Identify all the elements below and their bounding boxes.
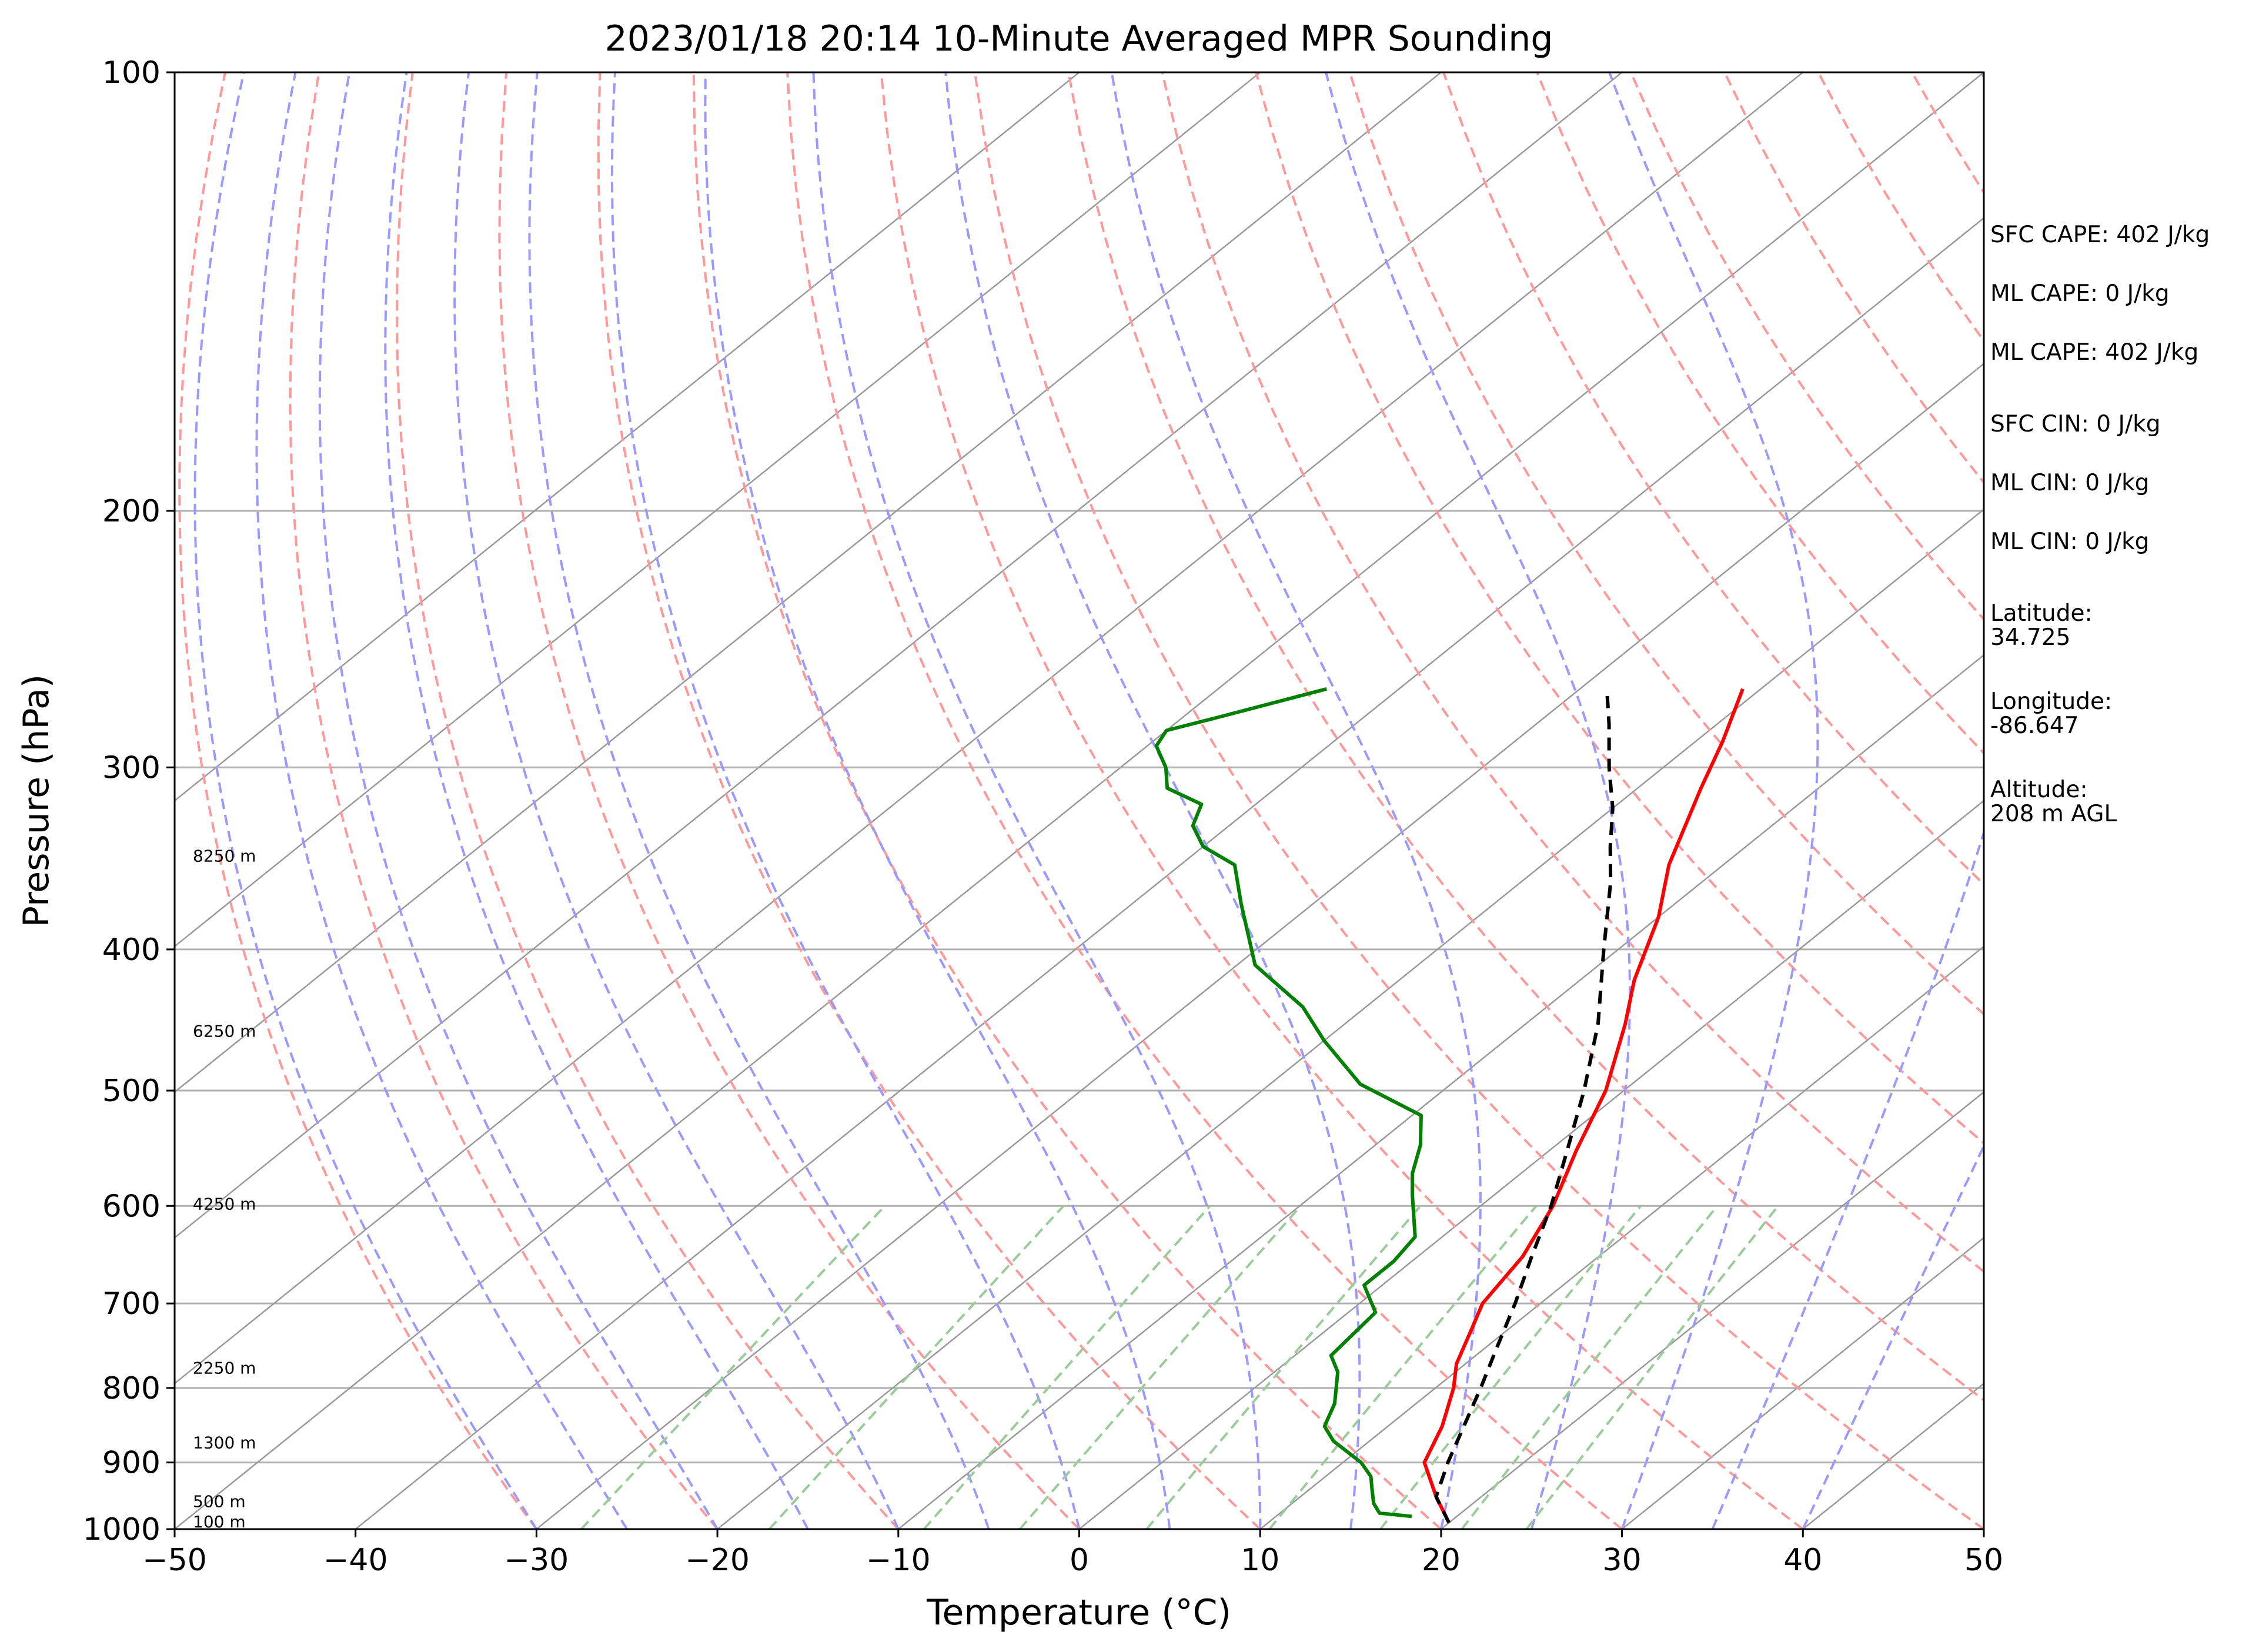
height-label: 1300 m <box>193 1433 256 1453</box>
y-tick-label: 700 <box>102 1286 161 1322</box>
ml-cin-label: ML CIN: 0 J/kg <box>1990 470 2150 496</box>
dry-adiabat-line <box>692 72 1442 1529</box>
isotherm-line <box>355 217 1984 1529</box>
x-tick-label: 0 <box>1070 1543 1089 1578</box>
dry-adiabat-line <box>1348 72 1984 1016</box>
isotherm-line <box>1078 800 1984 1529</box>
mixing-ratio-line <box>923 1205 1211 1529</box>
x-tick-label: 40 <box>1783 1543 1822 1578</box>
mixing-ratio-line <box>1145 1205 1422 1529</box>
parcel-path-line <box>1434 695 1615 1524</box>
y-tick-label: 200 <box>102 494 161 529</box>
y-tick-label: 800 <box>102 1371 161 1406</box>
x-axis-label: Temperature (°C) <box>926 1592 1231 1633</box>
dry-adiabat-line <box>1255 72 1984 1145</box>
height-label: 6250 m <box>193 1022 256 1041</box>
x-tick-label: 30 <box>1603 1543 1642 1578</box>
dry-adiabat-line <box>289 72 719 1529</box>
isotherm-line <box>1441 1091 1984 1529</box>
isotherm-line <box>717 508 1984 1529</box>
mixing-ratio-line <box>1018 1205 1302 1529</box>
moist-adiabat-line <box>193 72 538 1529</box>
dry-adiabat-line <box>786 72 1623 1529</box>
y-tick-label: 600 <box>102 1189 161 1224</box>
ml-cape-label-2: ML CAPE: 402 J/kg <box>1990 339 2199 366</box>
y-tick-label: 900 <box>102 1446 161 1481</box>
longitude-label: Longitude: -86.647 <box>1990 688 2113 739</box>
y-tick-label: 100 <box>102 55 161 91</box>
dry-adiabat-line <box>1067 72 1984 1402</box>
height-label: 2250 m <box>193 1359 256 1378</box>
altitude-label: Altitude: 208 m AGL <box>1990 777 2117 827</box>
isotherm-line <box>175 72 1984 1529</box>
sfc-cape-label: SFC CAPE: 402 J/kg <box>1990 222 2210 248</box>
moist-adiabat-line <box>1325 72 1631 1529</box>
moist-adiabat-line <box>453 72 900 1529</box>
dry-adiabat-line <box>880 72 1804 1529</box>
dewpoint-line <box>1154 687 1423 1519</box>
isotherm-line <box>175 72 1080 802</box>
moist-adiabat-line <box>255 72 629 1529</box>
dry-adiabat-line <box>974 72 1984 1529</box>
mixing-ratio-line <box>1525 1205 1779 1529</box>
x-tick-label: −20 <box>685 1543 750 1578</box>
height-label: 4250 m <box>193 1195 256 1214</box>
moist-adiabat-line <box>318 72 719 1529</box>
height-label: 8250 m <box>193 847 256 866</box>
isotherm-line <box>1621 1236 1984 1529</box>
moist-adiabat-line <box>384 72 809 1529</box>
mixing-ratio-line <box>1379 1205 1642 1529</box>
sfc-cin-label: SFC CIN: 0 J/kg <box>1990 411 2161 437</box>
y-tick-label: 500 <box>102 1074 161 1109</box>
temperature-line <box>1422 688 1745 1524</box>
latitude-label: Latitude: 34.725 <box>1990 600 2093 651</box>
x-tick-label: −10 <box>866 1543 931 1578</box>
isotherm-line <box>536 362 1984 1529</box>
ml-cin-label-2: ML CIN: 0 J/kg <box>1990 529 2150 555</box>
y-tick-label: 400 <box>102 932 161 968</box>
x-tick-label: −30 <box>504 1543 569 1578</box>
y-tick-label: 300 <box>102 750 161 785</box>
x-tick-label: −40 <box>323 1543 388 1578</box>
moist-adiabat-line <box>610 72 1081 1529</box>
x-tick-label: 10 <box>1241 1543 1279 1578</box>
moist-adiabat-line <box>1608 72 1819 1529</box>
isotherm-line <box>898 654 1984 1529</box>
moist-adiabat-line <box>812 72 1262 1529</box>
moist-adiabat-line <box>944 72 1361 1529</box>
mixing-ratio-line <box>580 1205 886 1529</box>
dry-adiabat-line <box>2193 72 2259 1529</box>
x-tick-label: −50 <box>142 1543 207 1578</box>
isotherm-line <box>1259 945 1984 1529</box>
moist-adiabat-line <box>1110 72 1482 1529</box>
isotherm-line <box>175 72 1623 1239</box>
x-tick-label: 20 <box>1422 1543 1461 1578</box>
height-label: 500 m <box>193 1492 246 1511</box>
isotherm-line <box>175 72 1442 1093</box>
mixing-ratio-line <box>768 1205 1065 1529</box>
isotherm-line <box>175 72 1804 1385</box>
x-tick-label: 50 <box>1964 1543 2003 1578</box>
dry-adiabat-line <box>178 72 538 1529</box>
dry-adiabat-line <box>498 72 1080 1529</box>
dry-adiabat-line <box>597 72 1261 1529</box>
moist-adiabat-line <box>704 72 1171 1529</box>
isotherm-line <box>175 72 1261 948</box>
ml-cape-label: ML CAPE: 0 J/kg <box>1990 280 2170 307</box>
dry-adiabat-line <box>396 72 900 1529</box>
moist-adiabat-line <box>1802 1143 1984 1529</box>
mixing-ratio-line <box>1268 1205 1538 1529</box>
y-tick-label: 1000 <box>83 1512 161 1547</box>
dry-adiabat-line <box>1161 72 1984 1273</box>
chart-title: 2023/01/18 20:14 10-Minute Averaged MPR … <box>605 18 1553 59</box>
mixing-ratio-line <box>1461 1205 1719 1529</box>
y-axis-label: Pressure (hPa) <box>16 674 57 927</box>
